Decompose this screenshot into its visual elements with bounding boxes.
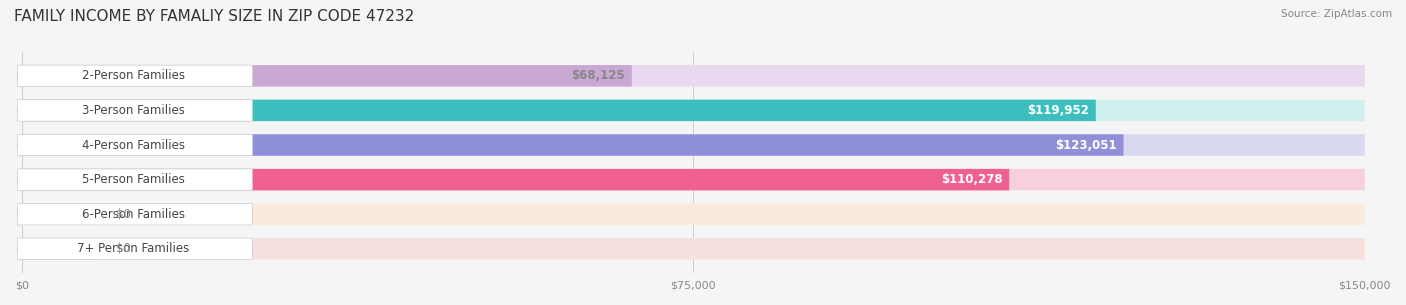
Text: 5-Person Families: 5-Person Families (82, 173, 184, 186)
FancyBboxPatch shape (22, 169, 1010, 190)
Text: 4-Person Families: 4-Person Families (82, 138, 186, 152)
FancyBboxPatch shape (17, 169, 253, 190)
FancyBboxPatch shape (22, 203, 96, 225)
Text: $0: $0 (115, 208, 131, 221)
FancyBboxPatch shape (22, 65, 1365, 87)
FancyBboxPatch shape (17, 203, 253, 225)
FancyBboxPatch shape (22, 203, 1365, 225)
FancyBboxPatch shape (17, 65, 253, 87)
Text: $123,051: $123,051 (1054, 138, 1116, 152)
FancyBboxPatch shape (22, 65, 631, 87)
Text: 2-Person Families: 2-Person Families (82, 69, 186, 82)
Text: $68,125: $68,125 (571, 69, 626, 82)
FancyBboxPatch shape (22, 238, 1365, 260)
Text: Source: ZipAtlas.com: Source: ZipAtlas.com (1281, 9, 1392, 19)
FancyBboxPatch shape (17, 134, 253, 156)
FancyBboxPatch shape (17, 238, 253, 260)
Text: $119,952: $119,952 (1028, 104, 1090, 117)
Text: FAMILY INCOME BY FAMALIY SIZE IN ZIP CODE 47232: FAMILY INCOME BY FAMALIY SIZE IN ZIP COD… (14, 9, 415, 24)
Text: 3-Person Families: 3-Person Families (82, 104, 184, 117)
FancyBboxPatch shape (22, 238, 96, 260)
Text: $110,278: $110,278 (941, 173, 1002, 186)
FancyBboxPatch shape (22, 134, 1123, 156)
Text: 7+ Person Families: 7+ Person Families (77, 242, 190, 255)
Text: 6-Person Families: 6-Person Families (82, 208, 186, 221)
FancyBboxPatch shape (22, 100, 1095, 121)
FancyBboxPatch shape (17, 100, 253, 121)
FancyBboxPatch shape (22, 169, 1365, 190)
Text: $0: $0 (115, 242, 131, 255)
FancyBboxPatch shape (22, 134, 1365, 156)
FancyBboxPatch shape (22, 100, 1365, 121)
